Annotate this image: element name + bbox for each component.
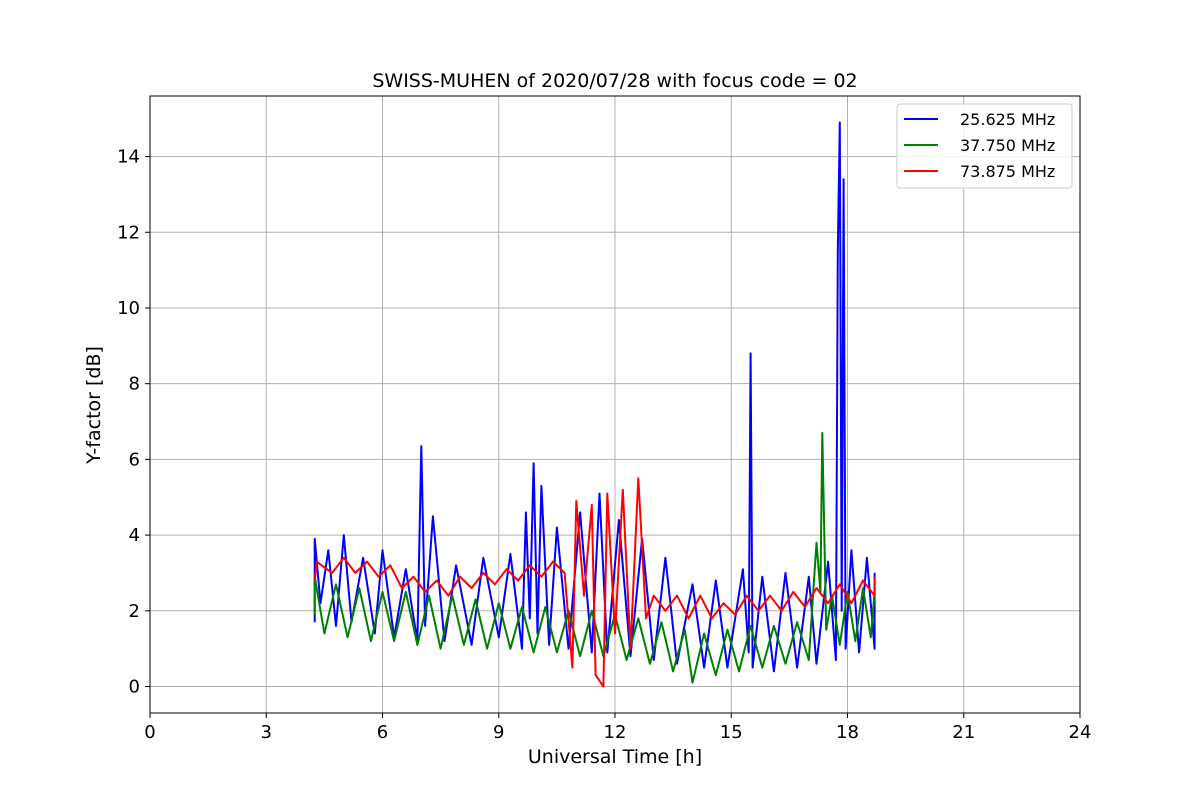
y-tick-label: 8	[129, 374, 140, 395]
x-axis-label: Universal Time [h]	[528, 746, 702, 768]
y-tick-label: 12	[117, 222, 140, 243]
legend: 25.625 MHz 37.750 MHz 73.875 MHz	[896, 103, 1073, 189]
y-tick-label: 6	[129, 449, 140, 470]
series-line-2	[313, 431, 876, 684]
series-layer	[313, 121, 876, 688]
y-tick-label: 2	[129, 601, 140, 622]
y-axis-label: Y-factor [dB]	[83, 346, 105, 465]
legend-label-1: 25.625 MHz	[960, 110, 1055, 129]
chart-title: SWISS-MUHEN of 2020/07/28 with focus cod…	[372, 70, 857, 92]
x-tick-label: 3	[261, 722, 272, 743]
x-tick-label: 24	[1069, 722, 1092, 743]
x-ticks: 0 3 6 9 12 15 18 21 24	[144, 713, 1091, 743]
series-line-1	[313, 121, 876, 673]
x-tick-label: 0	[144, 722, 155, 743]
x-tick-label: 6	[377, 722, 388, 743]
x-tick-label: 21	[952, 722, 975, 743]
x-tick-label: 12	[604, 722, 627, 743]
series-line-3	[313, 477, 876, 688]
legend-box	[896, 103, 1073, 189]
x-tick-label: 18	[836, 722, 859, 743]
y-tick-label: 0	[129, 677, 140, 698]
x-tick-label: 9	[493, 722, 504, 743]
legend-label-3: 73.875 MHz	[960, 162, 1055, 181]
legend-label-2: 37.750 MHz	[960, 136, 1055, 155]
y-tick-label: 14	[117, 147, 140, 168]
x-tick-label: 15	[720, 722, 743, 743]
y-tick-label: 4	[129, 525, 140, 546]
y-tick-label: 10	[117, 298, 140, 319]
y-ticks: 0 2 4 6 8 10 12 14	[117, 147, 150, 698]
